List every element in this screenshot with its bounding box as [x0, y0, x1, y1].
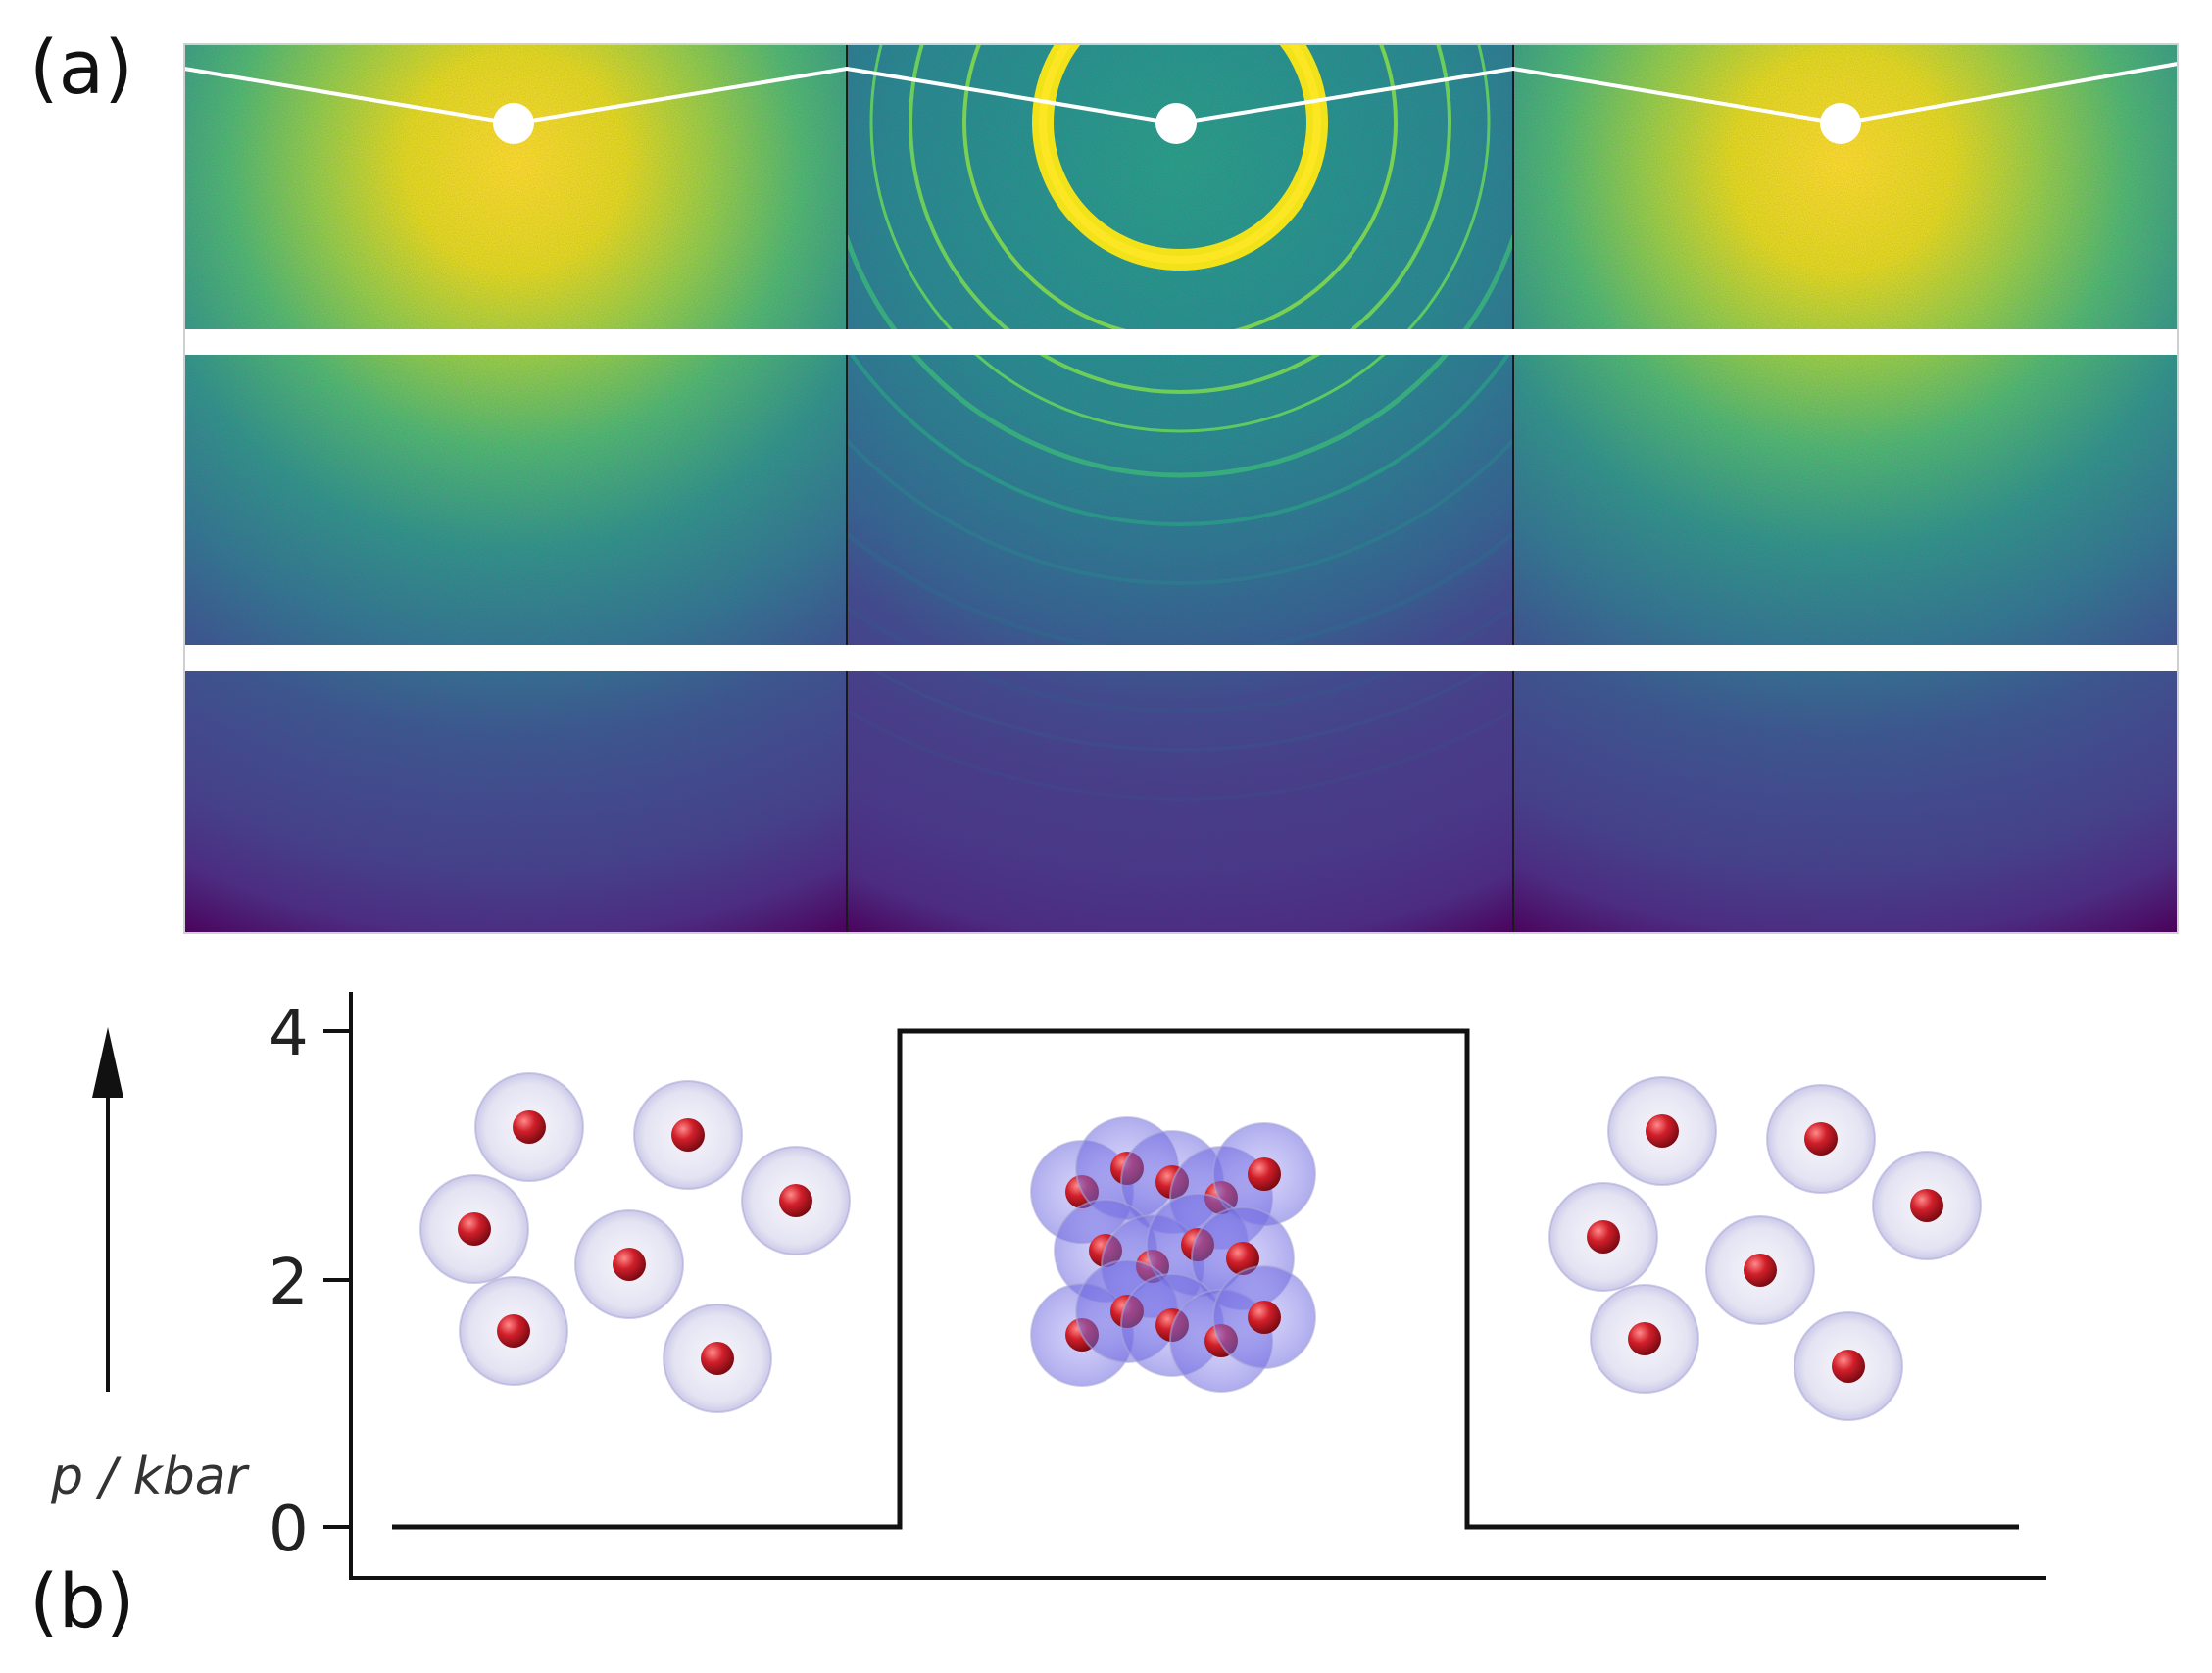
beam-stop: [493, 103, 534, 144]
diffraction-image-liquid-right: [1513, 44, 2178, 933]
water-molecule-icon: [1548, 1182, 1658, 1292]
pressure-chart: p / kbar 0 2 4: [50, 992, 2046, 1580]
liquid-molecules-left: [419, 1072, 851, 1413]
diffraction-image-liquid-left: [184, 44, 847, 933]
panel-a-label: (a): [29, 24, 133, 111]
water-molecule-icon: [633, 1080, 743, 1190]
water-molecule-icon: [1766, 1084, 1876, 1194]
detector-gap: [184, 645, 2178, 671]
water-molecule-icon: [1794, 1311, 1903, 1421]
liquid-molecules-right: [1548, 1076, 1982, 1421]
y-tick-label-4: 4: [269, 998, 309, 1070]
diffraction-panel-a: [183, 43, 2179, 934]
water-molecule-icon: [474, 1072, 584, 1182]
beam-stop: [1155, 103, 1197, 144]
water-molecule-icon: [1212, 1122, 1316, 1226]
water-molecule-icon: [1705, 1215, 1815, 1325]
water-molecule-icon: [459, 1276, 568, 1386]
y-tick-label-2: 2: [269, 1247, 309, 1319]
water-molecule-icon: [741, 1146, 851, 1255]
beam-stop: [1820, 103, 1861, 144]
y-ticks: 0 2 4: [269, 998, 351, 1566]
water-molecule-icon: [1607, 1076, 1717, 1186]
water-molecule-icon: [419, 1174, 529, 1284]
water-molecule-icon: [1590, 1284, 1699, 1394]
pressure-step-line: [392, 1028, 2019, 1530]
compressed-molecules-middle: [1030, 1116, 1316, 1393]
water-molecule-icon: [663, 1304, 772, 1413]
water-molecule-icon: [1872, 1151, 1982, 1260]
diffraction-image-solid-middle: [847, 44, 1513, 933]
arrow-up-icon: [92, 1027, 123, 1392]
water-molecule-icon: [574, 1209, 684, 1319]
y-axis-label: p / kbar: [50, 1448, 251, 1506]
detector-gap: [184, 329, 2178, 355]
panel-b-label: (b): [29, 1557, 135, 1645]
water-molecule-icon: [1212, 1265, 1316, 1369]
y-tick-label-0: 0: [269, 1494, 309, 1566]
